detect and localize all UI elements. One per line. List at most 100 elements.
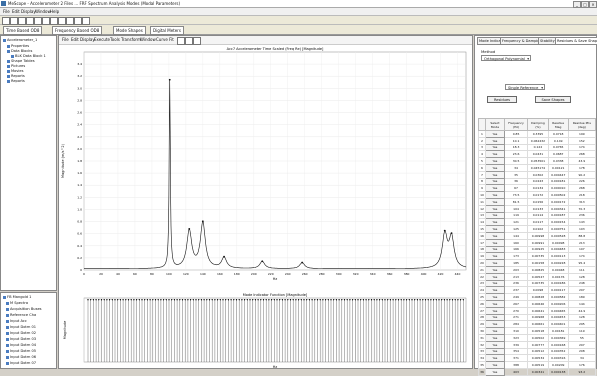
cascade-icon[interactable] — [74, 17, 82, 25]
select-mode-cell[interactable]: Yes — [485, 361, 505, 369]
copy-icon[interactable] — [34, 17, 42, 25]
table-row[interactable]: 16 Yes 144 0.00998 0.000528 88.8 — [478, 231, 597, 240]
table-row[interactable]: 30 Yes 310 0.00518 0.00181 119 — [478, 327, 597, 335]
close-button[interactable]: × — [589, 1, 597, 8]
plot-menu-transform[interactable]: Transform — [121, 37, 141, 42]
maximize-button[interactable]: □ — [581, 1, 589, 8]
column-header[interactable]: Damping (%) — [527, 118, 549, 131]
help-icon[interactable] — [82, 17, 90, 25]
table-row[interactable]: 10 Yes 73.5 0.0172 0.000502 218 — [478, 191, 597, 199]
window-icon[interactable] — [58, 17, 66, 25]
paste-icon[interactable] — [42, 17, 50, 25]
menu-edit[interactable]: Edit — [12, 9, 20, 14]
tile-icon[interactable] — [66, 17, 74, 25]
tree-item[interactable]: Input Dotm 02 — [6, 331, 36, 335]
open-icon[interactable] — [10, 17, 18, 25]
tab-stability[interactable]: Stability — [538, 37, 557, 45]
select-mode-cell[interactable]: Yes — [485, 320, 505, 329]
select-mode-cell[interactable]: Yes — [485, 286, 505, 295]
table-row[interactable]: 18 Yes 166 0.00925 0.000483 107 — [478, 245, 597, 254]
table-row[interactable]: 22 Yes 213 0.00547 0.00176 128 — [478, 272, 597, 281]
table-row[interactable]: 35 Yes 388 0.00519 0.00209 176 — [478, 361, 597, 369]
tree-item[interactable]: Properties — [7, 44, 29, 48]
select-mode-cell[interactable]: Yes — [485, 259, 505, 267]
plot-menu-tools[interactable]: Tools — [110, 37, 120, 42]
select-mode-cell[interactable]: Yes — [485, 333, 505, 342]
select-mode-cell[interactable]: Yes — [485, 163, 505, 172]
select-mode-cell[interactable]: Yes — [485, 204, 505, 213]
column-header[interactable]: Residue Mag — [547, 118, 569, 131]
select-mode-cell[interactable]: Yes — [485, 327, 505, 335]
select-mode-cell[interactable]: Yes — [485, 293, 505, 301]
table-row[interactable]: 12 Yes 104 0.0133 0.000341 70.3 — [478, 204, 597, 213]
tab-time-based-od8[interactable]: Time Based OD8 — [3, 26, 43, 35]
select-mode-cell[interactable]: Yes — [485, 340, 505, 349]
table-row[interactable]: 19 Yes 173 0.00735 0.000113 174 — [478, 252, 597, 261]
table-row[interactable]: 26 Yes 267 0.00646 0.000206 144 — [478, 299, 597, 308]
plot-menu-execute[interactable]: Execute — [94, 37, 110, 42]
tree-item[interactable]: Input Acc — [6, 319, 27, 323]
tree-item[interactable]: Input Dotm 05 — [6, 349, 36, 353]
tree-item[interactable]: Reports — [7, 79, 25, 83]
tree-item[interactable]: Reference Cha — [6, 313, 36, 317]
select-mode-cell[interactable]: Yes — [485, 265, 505, 274]
tree-item[interactable]: M Spectra — [6, 301, 28, 305]
select-mode-cell[interactable]: Yes — [485, 252, 505, 261]
menu-file[interactable]: File — [3, 9, 10, 14]
cursor-icon[interactable] — [185, 37, 193, 45]
table-row[interactable]: 3 Yes 18.3 0.122 0.0765 174 — [478, 143, 597, 152]
select-mode-cell[interactable]: Yes — [485, 279, 505, 288]
plot-menu-window[interactable]: Window — [140, 37, 156, 42]
tree-item[interactable]: Reports — [7, 74, 25, 78]
select-mode-cell[interactable]: Yes — [485, 136, 505, 145]
zoom-icon[interactable] — [177, 37, 185, 45]
column-header[interactable]: Residue Phs (deg) — [567, 118, 597, 131]
tree-item[interactable]: Data Blocks — [7, 49, 32, 53]
column-header[interactable]: Frequency (Hz) — [503, 118, 529, 131]
tab-digital-meters[interactable]: Digital Meters — [150, 26, 184, 35]
save-shapes-button[interactable]: Save Shapes — [535, 96, 571, 103]
table-row[interactable]: 2 Yes 10.1 0.062432 0.149 152 — [478, 136, 597, 145]
select-mode-cell[interactable]: Yes — [485, 367, 505, 376]
tree-item[interactable]: Movies — [7, 69, 24, 73]
tree-item[interactable]: Shape Tables — [7, 59, 35, 63]
residues-button[interactable]: Residues — [487, 96, 517, 103]
table-row[interactable]: 1 Yes 0.85 0.3395 0.0718 199 — [478, 130, 597, 138]
table-row[interactable]: 36 Yes 403 0.00341 0.000138 93.2 — [478, 367, 597, 376]
table-row[interactable]: 32 Yes 339 0.00777 0.000168 207 — [478, 340, 597, 349]
column-header[interactable]: Select Mode — [485, 118, 505, 131]
table-row[interactable]: 9 Yes 67 0.0134 0.000010 268 — [478, 184, 597, 193]
table-row[interactable]: 27 Yes 270 0.00641 0.000465 44.9 — [478, 306, 597, 315]
table-row[interactable]: 8 Yes 36 0.0243 0.000181 226 — [478, 177, 597, 186]
select-mode-cell[interactable]: Yes — [485, 184, 505, 193]
tree-item[interactable]: FB Mangold 1 — [3, 295, 31, 299]
table-row[interactable]: 7 Yes 35 0.0302 0.000447 90.2 — [478, 170, 597, 179]
select-mode-cell[interactable]: Yes — [485, 231, 505, 240]
tab-frequency-based-od8[interactable]: Frequency Based OD8 — [52, 26, 103, 35]
select-mode-cell[interactable]: Yes — [485, 197, 505, 206]
tab-residues-save-shapes[interactable]: Residues & Save Shapes — [555, 37, 597, 45]
table-row[interactable]: 28 Yes 271 0.00968 0.000453 128 — [478, 313, 597, 322]
select-mode-cell[interactable]: Yes — [485, 299, 505, 308]
print-icon[interactable] — [26, 17, 34, 25]
select-mode-cell[interactable]: Yes — [485, 306, 505, 315]
tree-item[interactable]: Input Dotm 01 — [6, 325, 36, 329]
table-row[interactable]: 34 Yes 371 0.00534 0.000316 34 — [478, 354, 597, 363]
table-row[interactable]: 24 Yes 237 0.0098 0.000117 207 — [478, 286, 597, 295]
tree-item[interactable]: Input Dotm 07 — [6, 361, 36, 365]
select-mode-cell[interactable]: Yes — [485, 170, 505, 179]
select-mode-cell[interactable]: Yes — [485, 150, 505, 159]
select-mode-cell[interactable]: Yes — [485, 218, 505, 227]
select-mode-cell[interactable]: Yes — [485, 272, 505, 281]
table-row[interactable]: 14 Yes 121 0.0117 0.000154 143 — [478, 218, 597, 227]
save-icon[interactable] — [18, 17, 26, 25]
method-select[interactable]: Orthogonal Polynomial ▾ — [481, 55, 531, 61]
select-mode-cell[interactable]: Yes — [485, 191, 505, 199]
minimize-button[interactable]: _ — [573, 1, 581, 8]
select-mode-cell[interactable]: Yes — [485, 354, 505, 363]
table-row[interactable]: 25 Yes 249 0.00828 0.000582 189 — [478, 293, 597, 301]
table-row[interactable]: 20 Yes 185 0.00158 0.000228 95.4 — [478, 259, 597, 267]
tree-root[interactable]: Accelerometer_1 — [3, 38, 37, 42]
menu-display[interactable]: Display — [21, 9, 36, 14]
tree-item[interactable]: Pictures — [7, 64, 25, 68]
